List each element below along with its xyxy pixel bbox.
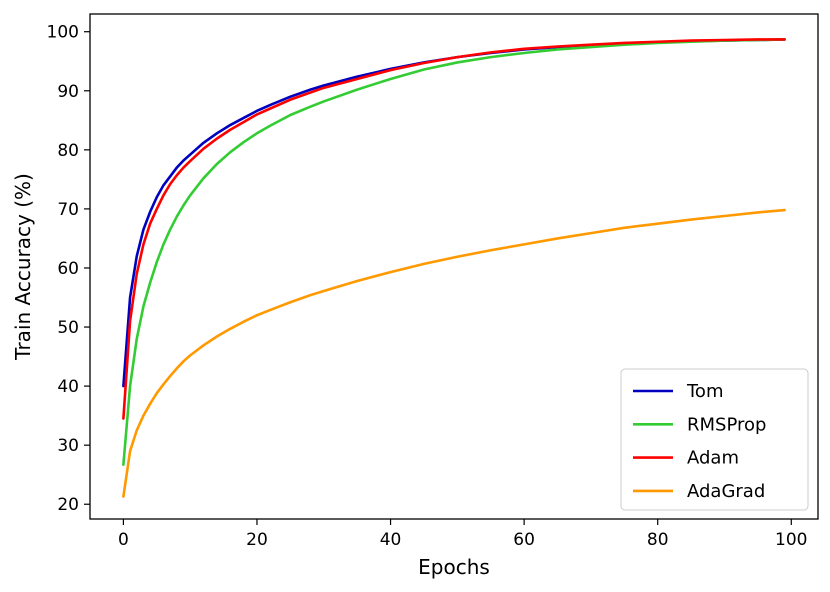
- x-tick-label: 60: [513, 530, 535, 550]
- x-axis-label: Epochs: [418, 555, 490, 579]
- legend-box: [620, 368, 809, 511]
- x-tick-label: 0: [118, 530, 129, 550]
- y-axis-label: Train Accuracy (%): [11, 173, 35, 361]
- x-tick-label: 100: [775, 530, 807, 550]
- legend-label-tom: Tom: [686, 381, 723, 402]
- y-tick-label: 100: [47, 23, 79, 43]
- plot-frame: [89, 13, 819, 520]
- legend: Tom RMSProp Adam AdaGrad: [620, 368, 809, 511]
- y-axis: 20 30 40 50 60 70 80 90 100: [47, 23, 90, 515]
- x-tick-label: 40: [380, 530, 402, 550]
- series-line-adagrad: [122, 208, 786, 498]
- legend-label-adagrad: AdaGrad: [687, 481, 765, 502]
- series-line-adam: [122, 38, 786, 420]
- y-tick-label: 20: [57, 495, 79, 515]
- legend-label-adam: Adam: [687, 448, 739, 469]
- x-tick-label: 80: [647, 530, 669, 550]
- y-tick-label: 80: [57, 141, 79, 161]
- y-tick-label: 60: [57, 259, 79, 279]
- legend-label-rmsprop: RMSProp: [687, 414, 766, 435]
- x-tick-label: 20: [246, 530, 268, 550]
- x-axis: 0 20 40 60 80 100: [118, 519, 808, 550]
- plot-lines: [122, 38, 786, 498]
- y-tick-label: 40: [57, 377, 79, 397]
- y-tick-label: 30: [57, 436, 79, 456]
- y-tick-label: 50: [57, 318, 79, 338]
- y-tick-label: 70: [57, 200, 79, 220]
- y-tick-label: 90: [57, 82, 79, 102]
- series-line-rmsprop: [122, 38, 786, 466]
